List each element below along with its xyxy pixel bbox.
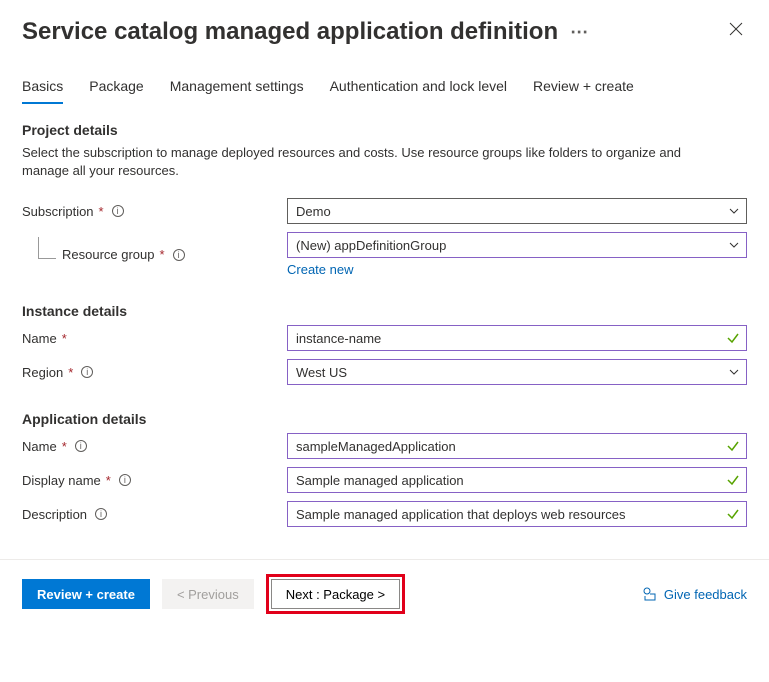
project-details-description: Select the subscription to manage deploy… (22, 144, 682, 180)
application-details-heading: Application details (22, 411, 747, 427)
check-icon (726, 473, 740, 487)
info-icon[interactable]: i (75, 440, 87, 452)
chevron-down-icon (728, 205, 740, 217)
resource-group-dropdown[interactable]: (New) appDefinitionGroup (287, 232, 747, 258)
required-marker: * (62, 331, 67, 346)
review-create-button[interactable]: Review + create (22, 579, 150, 609)
app-name-value: sampleManagedApplication (296, 439, 456, 454)
required-marker: * (68, 365, 73, 380)
region-label: Region (22, 365, 63, 380)
instance-name-value: instance-name (296, 331, 381, 346)
display-name-input[interactable]: Sample managed application (287, 467, 747, 493)
instance-name-input[interactable]: instance-name (287, 325, 747, 351)
more-actions-icon[interactable]: ⋯ (570, 22, 589, 43)
region-value: West US (296, 365, 347, 380)
info-icon[interactable]: i (81, 366, 93, 378)
instance-details-heading: Instance details (22, 303, 747, 319)
required-marker: * (99, 204, 104, 219)
tab-review-create[interactable]: Review + create (533, 74, 634, 104)
description-label: Description (22, 507, 87, 522)
info-icon[interactable]: i (119, 474, 131, 486)
required-marker: * (62, 439, 67, 454)
region-dropdown[interactable]: West US (287, 359, 747, 385)
required-marker: * (160, 247, 165, 262)
display-name-value: Sample managed application (296, 473, 464, 488)
check-icon (726, 507, 740, 521)
subscription-label: Subscription (22, 204, 94, 219)
info-icon[interactable]: i (112, 205, 124, 217)
tab-authentication[interactable]: Authentication and lock level (330, 74, 507, 104)
chevron-down-icon (728, 366, 740, 378)
feedback-label: Give feedback (664, 587, 747, 602)
feedback-icon (642, 586, 658, 602)
app-name-label: Name (22, 439, 57, 454)
project-details-heading: Project details (22, 122, 747, 138)
subscription-value: Demo (296, 204, 331, 219)
indent-line (38, 237, 56, 259)
display-name-label: Display name (22, 473, 101, 488)
close-icon[interactable] (725, 18, 747, 45)
next-button[interactable]: Next : Package > (271, 579, 400, 609)
page-title: Service catalog managed application defi… (22, 18, 558, 46)
tab-basics[interactable]: Basics (22, 74, 63, 104)
info-icon[interactable]: i (95, 508, 107, 520)
footer-bar: Review + create < Previous Next : Packag… (0, 559, 769, 628)
description-input[interactable]: Sample managed application that deploys … (287, 501, 747, 527)
tab-bar: Basics Package Management settings Authe… (22, 74, 747, 104)
instance-name-label: Name (22, 331, 57, 346)
previous-button: < Previous (162, 579, 254, 609)
info-icon[interactable]: i (173, 249, 185, 261)
check-icon (726, 439, 740, 453)
required-marker: * (106, 473, 111, 488)
tab-package[interactable]: Package (89, 74, 143, 104)
highlight-box: Next : Package > (266, 574, 405, 614)
give-feedback-link[interactable]: Give feedback (642, 586, 747, 602)
resource-group-label: Resource group (62, 247, 155, 262)
create-new-link[interactable]: Create new (287, 262, 353, 277)
resource-group-value: (New) appDefinitionGroup (296, 238, 446, 253)
tab-management-settings[interactable]: Management settings (170, 74, 304, 104)
app-name-input[interactable]: sampleManagedApplication (287, 433, 747, 459)
chevron-down-icon (728, 239, 740, 251)
description-value: Sample managed application that deploys … (296, 507, 626, 522)
check-icon (726, 331, 740, 345)
subscription-dropdown[interactable]: Demo (287, 198, 747, 224)
